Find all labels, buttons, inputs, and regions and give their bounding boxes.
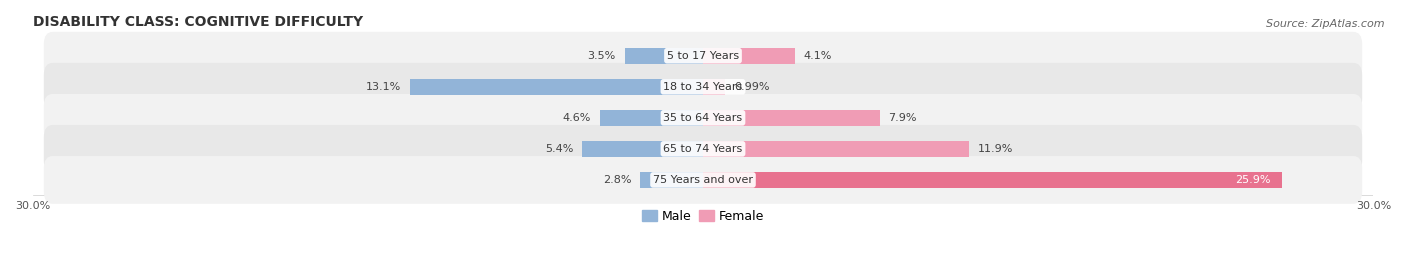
FancyBboxPatch shape xyxy=(44,156,1362,204)
Legend: Male, Female: Male, Female xyxy=(637,205,769,228)
Bar xyxy=(703,48,794,64)
Text: 65 to 74 Years: 65 to 74 Years xyxy=(664,144,742,154)
Text: 5.4%: 5.4% xyxy=(546,144,574,154)
Bar xyxy=(703,141,969,157)
Bar xyxy=(600,110,703,126)
Bar xyxy=(703,110,880,126)
Text: 0.99%: 0.99% xyxy=(734,82,769,92)
Text: 75 Years and over: 75 Years and over xyxy=(652,175,754,185)
Text: 4.1%: 4.1% xyxy=(804,51,832,61)
Text: 35 to 64 Years: 35 to 64 Years xyxy=(664,113,742,123)
Text: 4.6%: 4.6% xyxy=(562,113,592,123)
Text: 25.9%: 25.9% xyxy=(1234,175,1271,185)
Bar xyxy=(703,79,725,95)
Text: 13.1%: 13.1% xyxy=(366,82,401,92)
FancyBboxPatch shape xyxy=(44,32,1362,80)
Bar xyxy=(411,79,703,95)
Text: 11.9%: 11.9% xyxy=(977,144,1014,154)
Text: 7.9%: 7.9% xyxy=(889,113,917,123)
FancyBboxPatch shape xyxy=(44,125,1362,173)
Text: 5 to 17 Years: 5 to 17 Years xyxy=(666,51,740,61)
Text: 3.5%: 3.5% xyxy=(588,51,616,61)
Text: 18 to 34 Years: 18 to 34 Years xyxy=(664,82,742,92)
Text: DISABILITY CLASS: COGNITIVE DIFFICULTY: DISABILITY CLASS: COGNITIVE DIFFICULTY xyxy=(32,15,363,29)
Bar xyxy=(703,172,1282,188)
FancyBboxPatch shape xyxy=(44,63,1362,111)
Text: 2.8%: 2.8% xyxy=(603,175,631,185)
Bar xyxy=(640,172,703,188)
Bar xyxy=(582,141,703,157)
Bar xyxy=(624,48,703,64)
FancyBboxPatch shape xyxy=(44,94,1362,142)
Text: Source: ZipAtlas.com: Source: ZipAtlas.com xyxy=(1267,19,1385,29)
